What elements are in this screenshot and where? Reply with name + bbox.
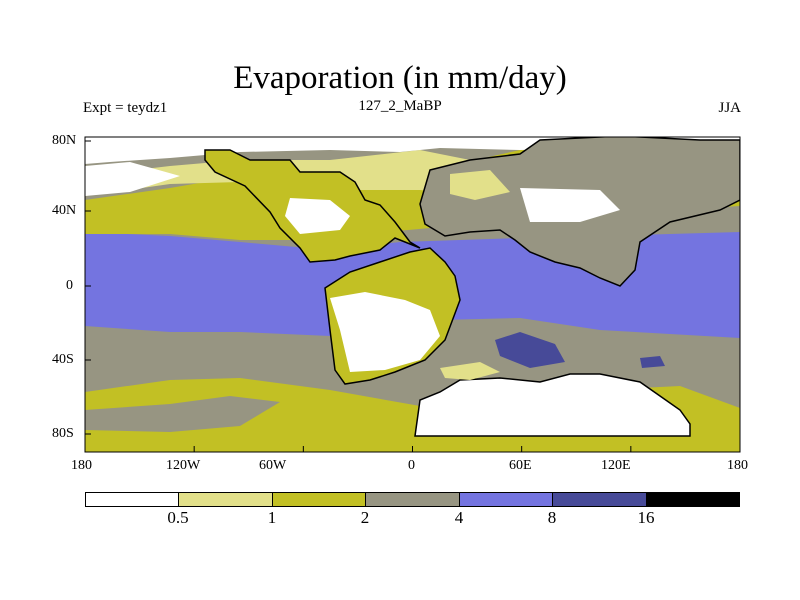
map-field	[85, 137, 740, 452]
lon-tick-label: 180	[727, 458, 748, 473]
continent-antarctica	[414, 373, 691, 437]
colorbar-label: 8	[547, 508, 557, 527]
colorbar-label: 1	[267, 508, 277, 527]
field-mid-south	[440, 362, 500, 380]
lat-tick-label: 80S	[52, 426, 74, 441]
colorbar	[85, 492, 740, 507]
field-low-arctic-left	[85, 162, 180, 196]
colorbar-label: 0.5	[167, 508, 189, 527]
lon-tick-label: 120W	[166, 458, 201, 473]
plot-title: Evaporation (in mm/day)	[233, 60, 567, 96]
colorbar-label: 4	[454, 508, 464, 527]
colorbar-swatch	[646, 493, 739, 506]
field-low-north-america	[285, 198, 350, 234]
colorbar-swatch	[86, 493, 180, 506]
colorbar-swatch	[553, 493, 647, 506]
lat-tick-label: 80N	[52, 133, 77, 148]
lat-tick-label: 40S	[52, 352, 74, 367]
colorbar-swatch	[366, 493, 460, 506]
season-label: JJA	[718, 100, 741, 116]
axis-ticks	[84, 140, 741, 452]
lat-tick-label: 40N	[52, 203, 77, 218]
colorbar-swatch	[272, 493, 367, 506]
field-band-8-16-a	[495, 332, 565, 368]
colorbar-swatch	[459, 493, 554, 506]
colorbar-swatch	[179, 493, 273, 506]
field-band-8-16-b	[640, 356, 665, 368]
colorbar-label: 16	[637, 508, 655, 527]
field-low-eurasia	[520, 188, 620, 222]
lon-tick-label: 120E	[601, 458, 631, 473]
lon-tick-label: 0	[408, 458, 415, 473]
lon-tick-label: 60W	[259, 458, 287, 473]
lon-tick-label: 180	[71, 458, 92, 473]
field-mid-eurasia	[450, 170, 510, 200]
colorbar-label: 2	[360, 508, 370, 527]
lon-tick-label: 60E	[509, 458, 532, 473]
period-label: 127_2_MaBP	[358, 98, 442, 114]
lat-tick-label: 0	[66, 278, 73, 293]
field-low-south-continent	[330, 292, 440, 372]
experiment-label: Expt = teydz1	[83, 100, 168, 116]
